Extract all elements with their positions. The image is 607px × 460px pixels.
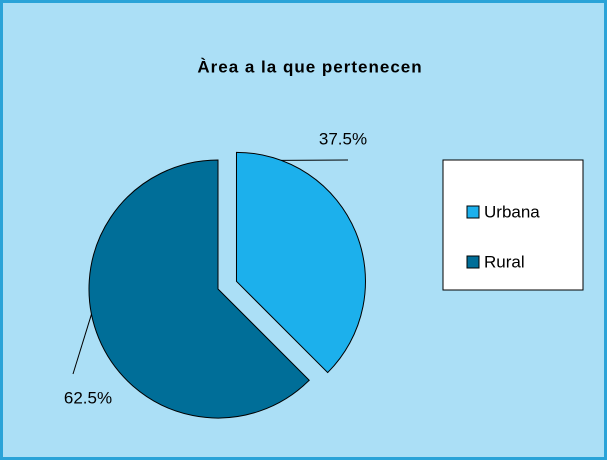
pie-slice [235, 151, 366, 374]
legend-box [442, 159, 584, 291]
legend-label: Rural [484, 252, 525, 271]
data-label: 37.5% [319, 129, 367, 148]
chart-title: Àrea a la que pertenecen [197, 57, 422, 76]
legend-swatch [466, 205, 480, 219]
leader-line [72, 314, 92, 375]
legend-label: Urbana [484, 202, 540, 221]
legend-swatch [466, 255, 480, 269]
data-label: 62.5% [64, 388, 112, 407]
pie-slice [88, 159, 310, 419]
